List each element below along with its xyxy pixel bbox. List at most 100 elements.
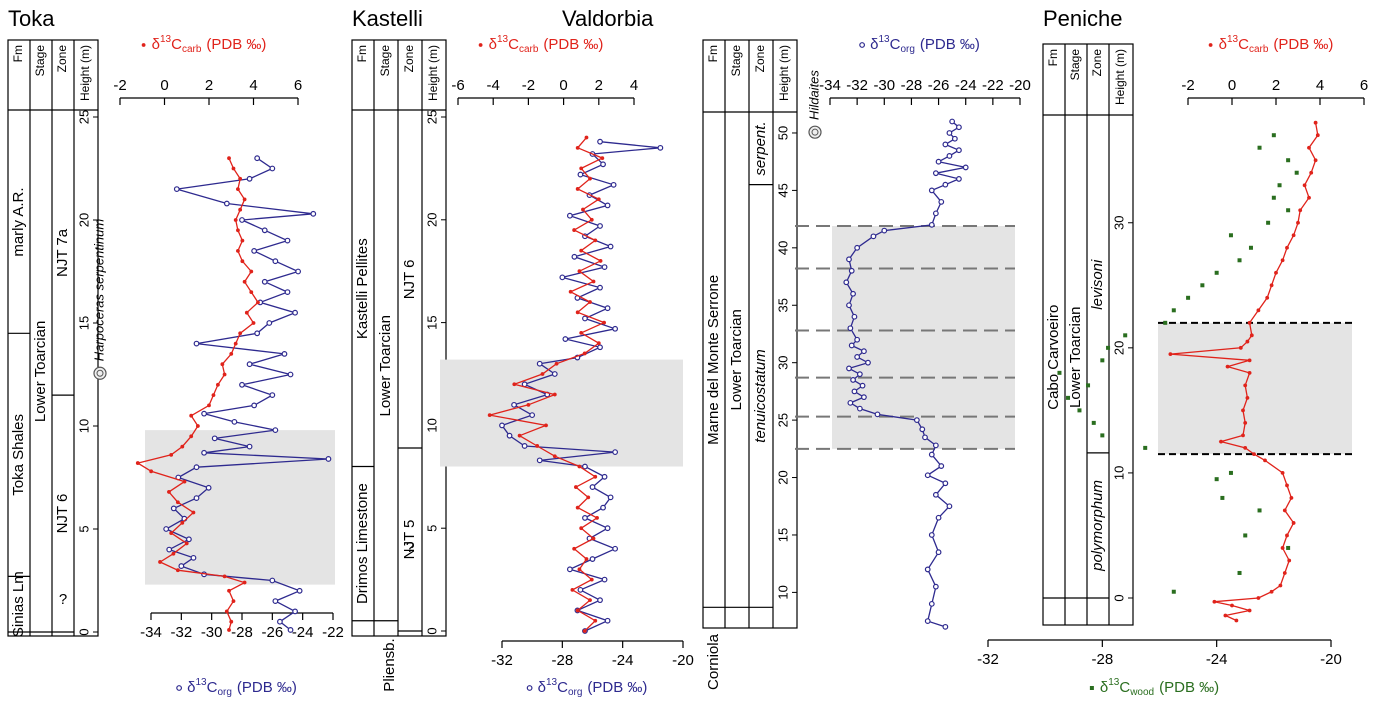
data-point <box>582 315 588 322</box>
ammonite-label: Hildaites <box>806 70 821 120</box>
data-point <box>1086 383 1091 388</box>
data-point <box>272 258 279 265</box>
axis-label-part: C <box>890 36 901 53</box>
data-point <box>256 300 260 305</box>
axis-label: δ13Corg (PDB ‰) <box>870 34 980 55</box>
data-point <box>582 463 588 470</box>
data-point <box>928 451 935 458</box>
data-point <box>956 176 962 182</box>
axis-tick-label: -32 <box>170 624 192 641</box>
axis-label-part: 13 <box>1108 677 1120 688</box>
height-tick-label: 45 <box>775 183 790 197</box>
data-point <box>1220 495 1225 500</box>
data-point <box>540 372 545 376</box>
axis-label-part: (PDB ‰) <box>237 679 297 696</box>
data-point <box>928 532 935 538</box>
data-point <box>846 365 852 372</box>
data-point <box>595 516 599 520</box>
data-point <box>575 187 580 191</box>
data-point <box>166 546 173 553</box>
data-point <box>1285 533 1289 538</box>
column-header: Fm <box>1046 49 1060 66</box>
panel-title: Kastelli <box>352 6 423 31</box>
data-point <box>310 210 317 217</box>
data-point <box>1243 445 1248 450</box>
axis-tick-label: -2 <box>522 77 535 94</box>
data-point <box>586 495 591 500</box>
data-point <box>281 351 288 357</box>
data-point <box>1280 546 1285 550</box>
data-point <box>251 247 258 254</box>
unit-label: Drimos Limestone <box>354 483 371 604</box>
axis-tick-label: -30 <box>201 624 223 641</box>
data-point <box>191 510 196 515</box>
data-point <box>604 305 611 312</box>
data-point <box>211 435 218 442</box>
data-point <box>227 156 231 161</box>
data-point <box>272 598 279 604</box>
data-point <box>512 382 517 387</box>
column-header: Fm <box>355 45 369 62</box>
data-point <box>1285 245 1289 250</box>
strat-column-frame <box>702 39 798 629</box>
data-point <box>173 186 180 193</box>
data-point <box>604 617 611 624</box>
legend-swatch <box>1208 43 1213 47</box>
data-point <box>935 514 942 521</box>
data-point <box>292 608 298 615</box>
data-point <box>1286 158 1291 163</box>
data-point <box>938 198 945 205</box>
data-point <box>287 627 294 633</box>
data-point <box>588 598 592 603</box>
data-point <box>600 504 606 511</box>
unit-label: NJT 5 <box>401 520 418 560</box>
data-point <box>1307 195 1311 200</box>
data-point <box>284 289 291 296</box>
axis-label-part: carb <box>182 44 202 55</box>
height-tick-label: 10 <box>775 585 790 599</box>
data-point <box>239 381 245 388</box>
data-point <box>604 525 611 532</box>
column-header: Height (m) <box>777 45 791 101</box>
axis-tick-label: -26 <box>928 77 950 94</box>
data-point <box>1237 570 1242 575</box>
data-point <box>487 413 492 418</box>
data-point <box>1287 558 1292 563</box>
data-point <box>238 331 243 336</box>
column-header: Height (m) <box>1113 49 1127 105</box>
height-tick-label: 20 <box>1111 341 1126 355</box>
axis-tick-label: -28 <box>231 624 253 641</box>
unit-label: marly A.R. <box>10 187 27 256</box>
data-point <box>1238 345 1243 350</box>
data-point <box>269 577 276 584</box>
data-point <box>847 399 854 406</box>
data-point <box>167 490 171 494</box>
data-point <box>1269 589 1274 594</box>
data-point <box>657 144 664 151</box>
data-point <box>612 325 619 332</box>
axis-label-part: δ <box>870 36 878 53</box>
data-point <box>178 563 185 569</box>
data-point <box>956 147 962 154</box>
data-point <box>277 618 283 625</box>
height-tick-label: 20 <box>76 213 91 227</box>
data-point <box>240 259 245 264</box>
data-point <box>1307 145 1311 150</box>
data-point <box>227 588 231 593</box>
data-point <box>938 463 945 469</box>
data-point <box>1252 452 1256 457</box>
data-point <box>216 382 220 387</box>
data-point <box>1266 220 1271 225</box>
data-point <box>571 253 578 260</box>
legend-swatch <box>1089 686 1094 690</box>
data-point <box>182 479 187 484</box>
data-point <box>544 423 548 428</box>
data-point <box>1243 533 1248 538</box>
data-point <box>1243 383 1248 388</box>
axis-label: δ13Ccarb (PDB ‰) <box>489 34 604 55</box>
data-point <box>1282 571 1287 575</box>
data-point <box>239 217 245 223</box>
data-point <box>566 212 573 219</box>
ammonite-icon <box>811 128 819 136</box>
